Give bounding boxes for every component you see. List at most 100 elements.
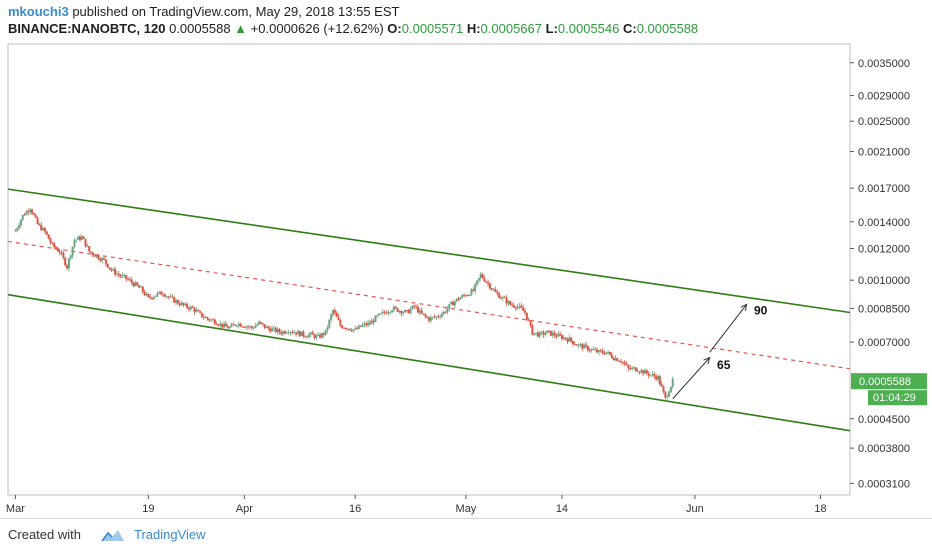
y-tick-label: 0.0035000	[858, 58, 910, 70]
candle	[206, 316, 209, 321]
channel-upper[interactable]	[7, 188, 851, 314]
candle	[660, 381, 663, 387]
candle	[104, 259, 107, 267]
candle	[45, 231, 48, 236]
candle	[208, 318, 211, 323]
regression-channel[interactable]	[7, 188, 851, 432]
candle	[586, 345, 589, 352]
candle	[66, 264, 69, 271]
candle	[165, 295, 168, 299]
author-name[interactable]: mkouchi3	[8, 4, 69, 19]
candle	[322, 332, 325, 338]
channel-middle[interactable]	[7, 240, 851, 370]
candle	[143, 289, 146, 297]
x-tick-label: 14	[556, 503, 568, 515]
x-tick-label: Apr	[236, 503, 253, 515]
candle	[263, 324, 266, 330]
candle	[662, 385, 665, 394]
publish-info: mkouchi3 published on TradingView.com, M…	[8, 4, 399, 19]
candle	[149, 293, 152, 300]
y-tick-label: 0.0008500	[858, 303, 910, 315]
candle	[671, 376, 674, 389]
candle	[405, 309, 408, 313]
candle	[199, 310, 202, 314]
candle	[200, 312, 203, 319]
candle	[71, 246, 74, 259]
candle	[169, 293, 172, 299]
candle	[232, 322, 235, 326]
candle	[413, 304, 416, 309]
candle	[415, 303, 418, 310]
candle	[265, 325, 268, 328]
candle	[18, 222, 21, 231]
candle	[658, 374, 661, 387]
candle	[352, 329, 355, 333]
target-label-90: 90	[754, 304, 768, 318]
candle	[455, 298, 458, 303]
candle	[649, 374, 652, 378]
y-axis[interactable]: 0.0035000 0.0029000 0.0025000 0.0021000 0.00…	[850, 58, 910, 491]
price-chart[interactable]: 0.0035000 0.0029000 0.0025000 0.0021000 0.00…	[0, 0, 932, 518]
candle	[361, 322, 364, 328]
candlestick-series[interactable]	[14, 208, 674, 400]
candle	[307, 332, 310, 340]
candle	[603, 350, 606, 355]
candle	[154, 295, 157, 298]
candle	[187, 306, 190, 312]
candle	[256, 323, 259, 327]
candle	[516, 303, 519, 311]
candle	[121, 272, 124, 279]
candle	[125, 274, 128, 282]
target-arrow-65[interactable]	[672, 358, 710, 400]
target-annotations[interactable]: 65 90	[672, 304, 768, 400]
candle	[634, 367, 637, 372]
candle	[553, 330, 556, 338]
candle	[426, 315, 429, 318]
candle	[40, 221, 43, 232]
candle	[379, 312, 382, 314]
candle	[130, 277, 133, 285]
candle	[627, 364, 630, 372]
candle	[331, 309, 334, 318]
candle	[147, 293, 150, 298]
candle	[511, 301, 514, 308]
candle	[335, 310, 338, 317]
candle	[647, 371, 650, 379]
candle	[490, 288, 493, 291]
candle	[623, 359, 626, 367]
candle	[424, 313, 427, 320]
target-arrow-90[interactable]	[709, 304, 747, 353]
channel-lower[interactable]	[7, 293, 851, 432]
candle	[381, 309, 384, 316]
candle	[182, 302, 185, 308]
tradingview-cloud-icon[interactable]	[100, 527, 126, 543]
tradingview-brand-link[interactable]: TradingView	[134, 527, 206, 542]
candle	[304, 335, 307, 339]
y-tick-label: 0.0004500	[858, 414, 910, 426]
candle	[213, 318, 216, 326]
candle	[529, 320, 532, 328]
plot-area[interactable]	[7, 43, 851, 496]
candle	[80, 233, 83, 241]
candle	[302, 329, 305, 339]
candle	[239, 322, 242, 327]
candle	[583, 343, 586, 349]
candle	[330, 312, 333, 323]
high-label: H:	[466, 21, 481, 36]
candle	[272, 325, 275, 332]
candle	[368, 319, 371, 327]
x-tick-label: May	[456, 503, 477, 515]
candle	[416, 304, 419, 314]
symbol-label: BINANCE:NANOBTC, 120	[8, 21, 166, 36]
candle	[536, 330, 539, 338]
candle	[315, 333, 318, 341]
last-price: 0.0005588	[169, 21, 231, 36]
x-axis[interactable]: Mar 19 Apr 16 May 14 Jun 18	[6, 495, 827, 515]
created-with-text: Created with	[8, 527, 81, 542]
candle	[341, 324, 344, 329]
candle	[269, 325, 272, 333]
candle	[223, 320, 226, 330]
candle	[53, 241, 56, 250]
candle	[326, 325, 329, 334]
candle	[573, 341, 576, 346]
